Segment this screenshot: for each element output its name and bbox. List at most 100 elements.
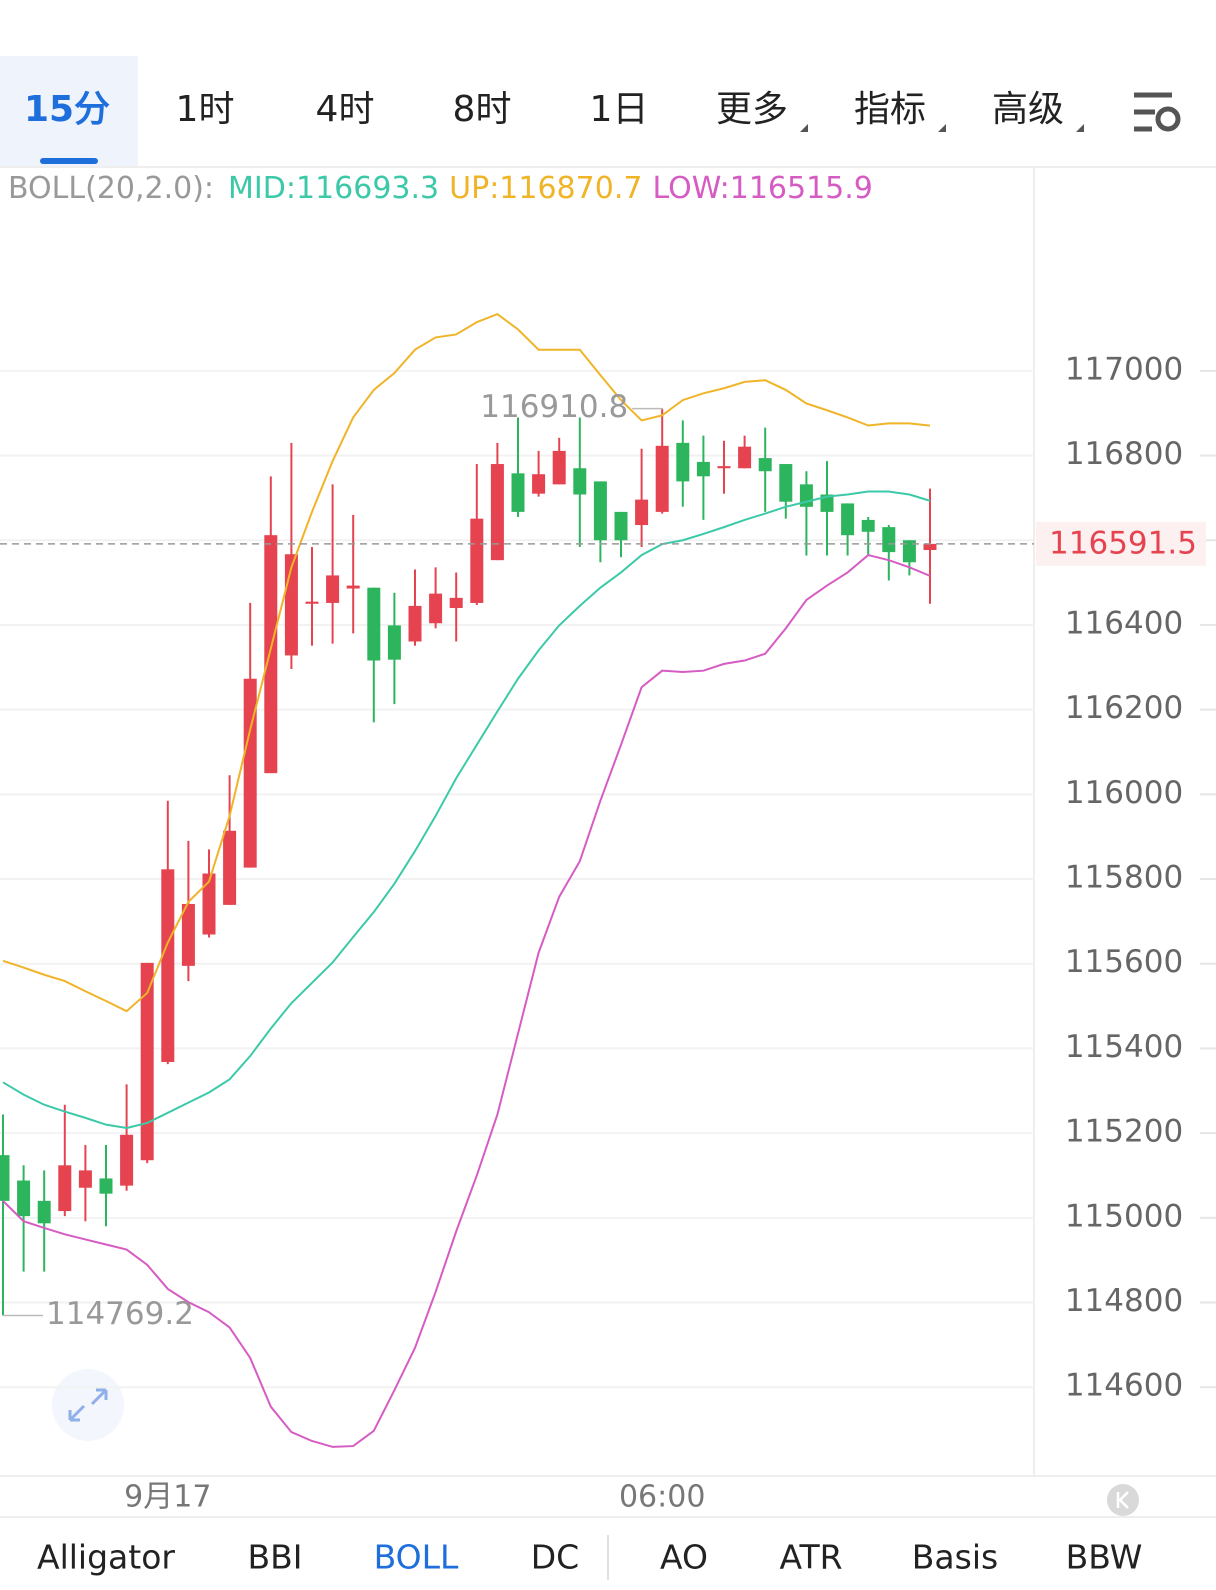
indicator-legend: BOLL(20,2.0): MID:116693.3 UP:116870.7 LOW:…	[8, 171, 873, 206]
candle-body	[635, 499, 649, 526]
y-tick-label: 116000	[1065, 775, 1183, 811]
price-label: 116591.5	[1049, 525, 1197, 561]
candle-body	[140, 962, 154, 1161]
candle-body	[305, 601, 319, 604]
candle-body	[614, 511, 628, 541]
timeframe-tab[interactable]: 高级	[992, 89, 1064, 130]
legend-value: 116693.3	[296, 171, 439, 206]
active-tab-background	[0, 56, 138, 167]
scroll-to-latest-button[interactable]	[1107, 1484, 1139, 1516]
candle-body	[161, 869, 175, 1062]
candle-body	[532, 474, 546, 494]
indicator-tab[interactable]: BOLL	[374, 1538, 459, 1577]
active-tab-indicator	[40, 158, 98, 164]
min-label: 114769.2	[46, 1296, 194, 1332]
candle-body	[99, 1178, 113, 1194]
candle-body	[696, 461, 710, 477]
indicator-name: BOLL(20,2.0):	[8, 171, 214, 206]
dropdown-caret	[800, 124, 808, 132]
legend-name: LOW:	[652, 171, 729, 206]
candle-body	[779, 464, 793, 502]
settings-icon[interactable]	[1134, 92, 1181, 132]
candle-body	[264, 535, 278, 774]
candle-body	[882, 527, 896, 553]
dropdown-caret	[1076, 124, 1084, 132]
band-line	[2, 312, 931, 1013]
candle-body	[490, 464, 504, 561]
y-tick-label: 114600	[1065, 1368, 1183, 1404]
legend-name: UP:	[449, 171, 499, 206]
indicator-tab[interactable]: Alligator	[37, 1538, 175, 1577]
y-tick-label: 116400	[1065, 605, 1183, 641]
candle-body	[470, 518, 484, 603]
indicator-tab[interactable]: BBW	[1066, 1538, 1143, 1577]
candle-body	[449, 597, 463, 609]
dropdown-caret	[938, 124, 946, 132]
candle-body	[367, 587, 381, 661]
candle-body	[573, 468, 587, 495]
candle-body	[17, 1180, 31, 1217]
y-tick-label: 115600	[1065, 944, 1183, 980]
candle-body	[841, 503, 855, 536]
y-tick-label: 115000	[1065, 1198, 1183, 1234]
candle-body	[655, 445, 669, 512]
candle-body	[387, 625, 401, 660]
legend-value: 116515.9	[730, 171, 873, 206]
timeframe-tab[interactable]: 15分	[24, 89, 110, 130]
candle-body	[902, 540, 916, 563]
legend-value: 116870.7	[499, 171, 642, 206]
timeframe-tab[interactable]: 1日	[590, 89, 649, 130]
candle-body	[717, 466, 731, 469]
y-tick-label: 115800	[1065, 860, 1183, 896]
legend: MID:116693.3 UP:116870.7 LOW:116515.9	[228, 171, 873, 206]
timeframe-tab[interactable]: 更多	[716, 89, 788, 130]
candle-body	[820, 494, 834, 512]
x-tick-label: 9月17	[124, 1480, 211, 1515]
timeframe-tab[interactable]: 4时	[316, 89, 375, 130]
legend-name: MID:	[228, 171, 296, 206]
candle-body	[552, 450, 566, 485]
y-tick-label: 115200	[1065, 1114, 1183, 1150]
candle-body	[923, 543, 937, 550]
y-tick-label: 117000	[1065, 351, 1183, 387]
band-line	[2, 490, 931, 1130]
indicator-tab[interactable]: DC	[531, 1538, 579, 1577]
timeframe-tab[interactable]: 8时	[453, 89, 512, 130]
x-tick-label: 06:00	[619, 1480, 705, 1515]
candle-body	[78, 1170, 92, 1188]
candle-body	[120, 1134, 134, 1186]
indicator-tab[interactable]: BBI	[247, 1538, 302, 1577]
candle-body	[181, 904, 195, 966]
y-tick-label: 115400	[1065, 1029, 1183, 1065]
candle-body	[223, 830, 237, 905]
plot-area: 114600 114800 115000 115200 115400 115600 1158…	[0, 312, 1216, 1515]
candle-body	[738, 446, 752, 469]
indicator-tab[interactable]: ATR	[779, 1538, 842, 1577]
candle-body	[58, 1165, 72, 1212]
price-tag	[1036, 521, 1206, 566]
candle-body	[0, 1155, 10, 1201]
timeframe-tab[interactable]: 1时	[176, 89, 235, 130]
y-tick-label: 116800	[1065, 436, 1183, 472]
indicator-tab[interactable]: Basis	[912, 1538, 998, 1577]
candle-body	[37, 1200, 51, 1224]
expand-button[interactable]	[52, 1369, 124, 1441]
candle-body	[861, 519, 875, 532]
y-tick-label: 114800	[1065, 1283, 1183, 1319]
candle-body	[326, 575, 340, 603]
indicator-tab[interactable]: AO	[660, 1538, 708, 1577]
candle-body	[758, 458, 772, 472]
candle-body	[243, 678, 257, 868]
candle-body	[511, 473, 525, 512]
y-tick-label: 116200	[1065, 690, 1183, 726]
timeframe-tab[interactable]: 指标	[854, 89, 926, 130]
candle-body	[408, 605, 422, 642]
candle-body	[676, 442, 690, 482]
candle-body	[346, 585, 360, 589]
candle-body	[429, 593, 443, 624]
candle-body	[202, 873, 216, 935]
candle-body	[593, 481, 607, 541]
max-label: 116910.8	[480, 389, 628, 425]
